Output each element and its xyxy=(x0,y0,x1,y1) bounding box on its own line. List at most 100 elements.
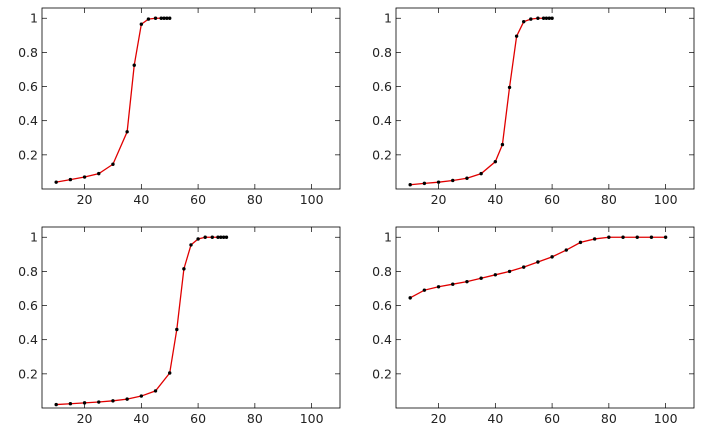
data-point xyxy=(216,235,220,239)
x-tick-label: 80 xyxy=(601,411,617,426)
data-point xyxy=(111,399,115,403)
data-point xyxy=(97,400,101,404)
y-tick-label: 0.4 xyxy=(18,332,38,347)
data-point xyxy=(465,176,469,180)
data-point xyxy=(507,85,512,90)
data-point xyxy=(529,17,533,21)
data-point xyxy=(422,288,427,292)
data-point xyxy=(221,235,226,239)
data-point xyxy=(550,16,554,20)
data-point xyxy=(196,237,200,241)
data-point xyxy=(408,183,412,187)
x-tick-label: 60 xyxy=(190,192,206,207)
chart-panel-bottom-right: 20 40 60 80 100 0.2 0.4 0.6 0.8 1 xyxy=(372,226,695,426)
x-tick-label: 80 xyxy=(601,192,617,207)
y-tick-label: 1 xyxy=(384,230,392,245)
data-point xyxy=(607,235,611,239)
series-line xyxy=(409,236,666,299)
data-point xyxy=(514,34,519,38)
x-tick-label: 20 xyxy=(77,192,93,207)
x-tick-label: 100 xyxy=(300,192,324,207)
y-tick-label: 0.2 xyxy=(372,147,392,162)
chart-panel-top-right: 20 40 60 80 100 0.2 0.4 0.6 0.8 1 xyxy=(372,7,695,207)
data-point xyxy=(189,243,193,247)
data-point xyxy=(224,235,229,239)
data-point xyxy=(159,16,163,20)
data-point xyxy=(125,130,129,134)
data-point xyxy=(54,180,58,184)
y-tick-label: 0.6 xyxy=(18,298,38,313)
data-point xyxy=(422,181,427,186)
y-tick-label: 0.4 xyxy=(372,332,392,347)
x-tick-label: 60 xyxy=(544,411,560,426)
data-point xyxy=(500,142,505,147)
y-tick-label: 1 xyxy=(384,11,392,26)
data-point xyxy=(663,235,668,239)
data-point xyxy=(436,180,441,184)
data-point xyxy=(547,16,551,20)
x-tick-label: 100 xyxy=(300,411,324,426)
y-tick-label: 0.8 xyxy=(372,264,392,279)
data-point xyxy=(54,402,58,407)
x-tick-label: 100 xyxy=(654,411,678,426)
data-point xyxy=(493,159,498,164)
data-point xyxy=(493,273,498,277)
data-point xyxy=(592,237,597,241)
data-point xyxy=(635,235,639,239)
x-tick-label: 40 xyxy=(487,411,503,426)
data-point xyxy=(153,389,158,393)
data-point xyxy=(168,16,172,20)
chart-panel-top-left: 20 40 60 80 100 0.2 0.4 0.6 0.8 1 xyxy=(18,7,341,207)
data-point xyxy=(82,175,87,179)
data-point xyxy=(168,371,172,375)
series-line xyxy=(56,17,170,183)
data-point xyxy=(68,402,73,406)
data-point xyxy=(111,162,115,166)
data-point xyxy=(203,235,207,239)
data-point xyxy=(507,269,512,274)
y-tick-label: 0.2 xyxy=(372,366,392,381)
x-tick-label: 40 xyxy=(133,192,149,207)
y-tick-label: 0.8 xyxy=(372,45,392,60)
data-point xyxy=(522,19,526,24)
y-tick-label: 0.8 xyxy=(18,264,38,279)
data-point xyxy=(479,276,483,280)
data-point xyxy=(82,401,87,405)
data-point xyxy=(146,17,151,21)
x-tick-label: 60 xyxy=(544,192,560,207)
y-tick-label: 1 xyxy=(30,11,38,26)
data-point xyxy=(550,255,554,259)
y-tick-label: 0.4 xyxy=(18,113,38,128)
data-point xyxy=(408,296,412,300)
plot-frame xyxy=(41,226,341,409)
data-point xyxy=(536,16,540,20)
plot-frame xyxy=(395,7,695,190)
y-tick-label: 0.8 xyxy=(18,45,38,60)
x-tick-label: 40 xyxy=(133,411,149,426)
y-tick-label: 0.6 xyxy=(372,79,392,94)
data-point xyxy=(536,260,540,264)
y-tick-label: 0.4 xyxy=(372,113,392,128)
data-point xyxy=(68,177,73,182)
data-point xyxy=(153,16,158,20)
data-point xyxy=(621,235,625,239)
data-point xyxy=(125,397,129,401)
data-point xyxy=(544,16,549,20)
data-point xyxy=(479,171,483,176)
x-tick-label: 20 xyxy=(431,411,447,426)
data-point xyxy=(162,16,166,20)
series-line xyxy=(410,17,553,186)
x-tick-label: 20 xyxy=(431,192,447,207)
data-point xyxy=(175,327,179,332)
x-tick-label: 60 xyxy=(190,411,206,426)
y-tick-label: 0.2 xyxy=(18,147,38,162)
data-point xyxy=(219,235,223,239)
y-tick-label: 0.2 xyxy=(18,366,38,381)
plot-frame xyxy=(41,7,341,190)
data-point xyxy=(210,235,214,239)
y-tick-label: 0.6 xyxy=(372,298,392,313)
data-point xyxy=(182,267,186,271)
x-tick-label: 20 xyxy=(77,411,93,426)
data-point xyxy=(522,265,526,269)
data-point xyxy=(139,394,144,398)
